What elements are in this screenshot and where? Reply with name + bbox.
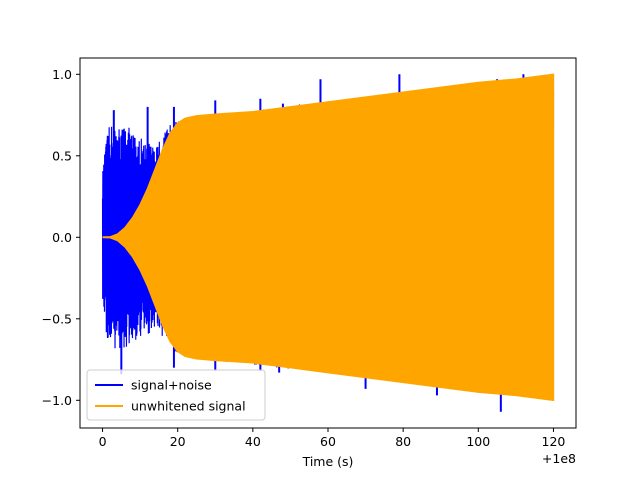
- series-layer: [101, 73, 555, 412]
- legend-label: signal+noise: [131, 378, 212, 393]
- x-tick-label: 100: [466, 434, 490, 449]
- series-unwhitened-signal: [102, 73, 555, 402]
- legend-box: [86, 369, 266, 421]
- x-tick-label: 120: [542, 434, 566, 449]
- legend-label: unwhitened signal: [131, 399, 246, 414]
- y-axis-ticks: −1.0 −0.5 0.0 0.5 1.0: [42, 67, 80, 408]
- x-tick-label: 80: [395, 434, 411, 449]
- x-tick-label: 60: [320, 434, 336, 449]
- x-axis-label: Time (s): [302, 454, 354, 469]
- x-axis-ticks: 0 20 40 60 80 100 120: [99, 428, 566, 449]
- y-tick-label: 0.5: [52, 148, 72, 163]
- y-tick-label: −0.5: [42, 311, 72, 326]
- x-axis-offset-label: +1e8: [542, 451, 576, 466]
- x-tick-label: 20: [170, 434, 186, 449]
- y-tick-label: 0.0: [52, 230, 72, 245]
- unwhitened-signal-band: [102, 73, 555, 402]
- x-tick-label: 0: [99, 434, 107, 449]
- y-tick-label: 1.0: [52, 67, 72, 82]
- y-tick-label: −1.0: [42, 393, 72, 408]
- legend: signal+noise unwhitened signal: [86, 369, 266, 421]
- x-tick-label: 40: [245, 434, 261, 449]
- plot-area: [101, 73, 555, 412]
